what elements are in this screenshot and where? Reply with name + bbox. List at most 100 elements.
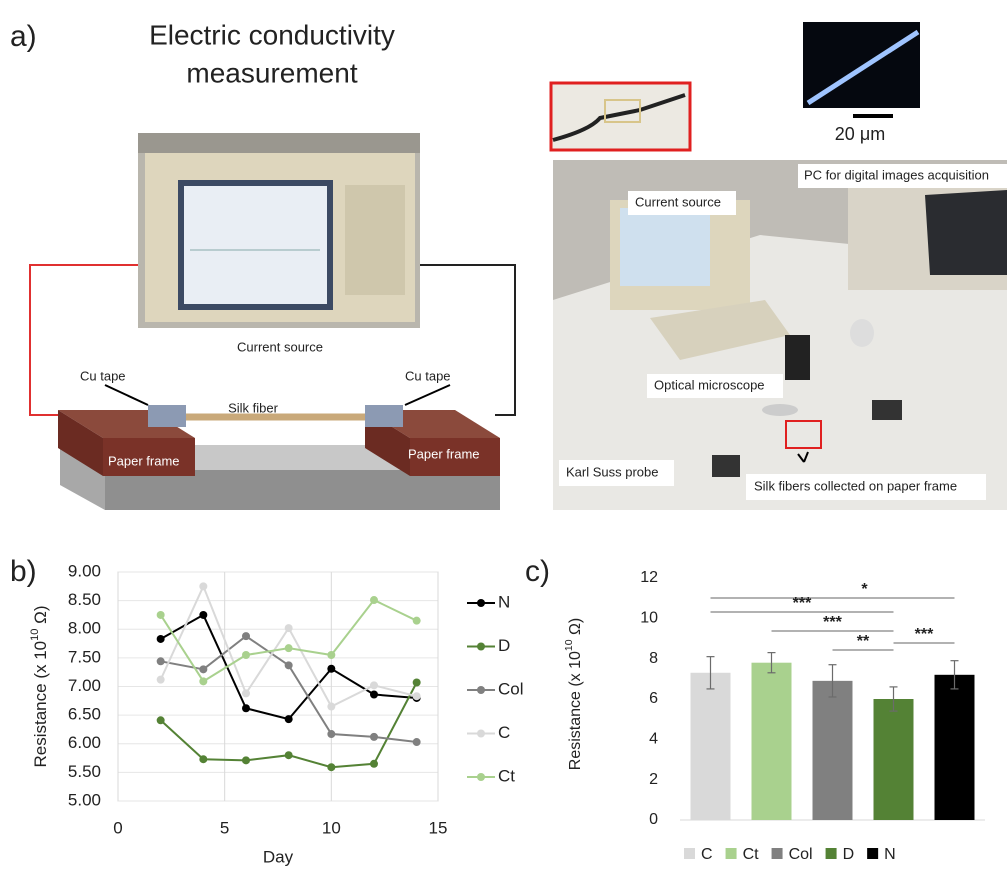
series-marker — [327, 730, 335, 738]
series-marker — [242, 756, 250, 764]
series-marker — [370, 681, 378, 689]
series-marker — [370, 596, 378, 604]
series-marker — [370, 733, 378, 741]
instrument-photo — [138, 133, 420, 328]
annotation: Cu tape — [80, 368, 126, 383]
y-tick-label: 8.50 — [68, 590, 101, 609]
y-tick-label: 2 — [649, 771, 658, 788]
panel-title: Electric conductivity — [149, 19, 395, 50]
micrograph — [803, 22, 920, 118]
y-tick-label: 6 — [649, 690, 658, 707]
significance-label: *** — [823, 614, 842, 631]
series-marker — [327, 703, 335, 711]
significance-label: *** — [915, 626, 934, 643]
bar — [691, 673, 731, 820]
panel-label: b) — [10, 555, 37, 588]
series-marker — [327, 665, 335, 673]
y-tick-label: 10 — [640, 610, 658, 627]
series-marker — [242, 689, 250, 697]
legend-swatch — [477, 643, 485, 651]
x-tick-label: 5 — [220, 818, 229, 837]
y-tick-label: 5.50 — [68, 762, 101, 781]
panel-title: measurement — [186, 57, 357, 88]
legend-label: D — [843, 846, 855, 863]
legend-swatch — [477, 686, 485, 694]
annotation: Paper frame — [408, 446, 480, 461]
bar — [813, 681, 853, 820]
y-axis-label-part: Ω) — [31, 605, 50, 628]
series-marker — [413, 738, 421, 746]
panel-label: c) — [525, 555, 550, 588]
y-tick-label: 8.00 — [68, 619, 101, 638]
series-marker — [285, 751, 293, 759]
significance-label: *** — [793, 595, 812, 612]
series-marker — [370, 760, 378, 768]
y-axis-label: Resistance (x 1010 Ω) — [29, 605, 51, 767]
y-axis-label-part: Ω) — [567, 618, 584, 640]
panel-label: a) — [10, 20, 37, 53]
superscript: 10 — [564, 639, 575, 651]
series-marker — [285, 644, 293, 652]
y-tick-label: 0 — [649, 811, 658, 828]
legend-swatch — [726, 848, 737, 859]
series-marker — [199, 582, 207, 590]
y-tick-label: 6.00 — [68, 733, 101, 752]
photo-label: Current source — [635, 194, 721, 209]
y-tick-label: 7.50 — [68, 647, 101, 666]
series-marker — [157, 676, 165, 684]
series-marker — [199, 755, 207, 763]
series-marker — [199, 611, 207, 619]
legend-label: Col — [498, 679, 524, 698]
series-marker — [242, 651, 250, 659]
photo-label: Silk fibers collected on paper frame — [754, 478, 957, 493]
y-axis-label: Resistance (x 1010 Ω) — [564, 618, 584, 770]
legend-swatch — [826, 848, 837, 859]
series-marker — [157, 635, 165, 643]
y-tick-label: 8 — [649, 650, 658, 667]
series-marker — [157, 611, 165, 619]
bar — [752, 663, 792, 820]
legend-label: N — [498, 592, 510, 611]
x-tick-label: 10 — [322, 818, 341, 837]
series-marker — [285, 715, 293, 723]
significance-label: * — [861, 581, 868, 598]
legend-label: D — [498, 636, 510, 655]
x-tick-label: 0 — [113, 818, 122, 837]
series-marker — [285, 624, 293, 632]
series-marker — [285, 661, 293, 669]
series-marker — [413, 678, 421, 686]
legend-label: N — [884, 846, 896, 863]
series-marker — [327, 651, 335, 659]
series-marker — [199, 665, 207, 673]
y-axis-label-part: Resistance (x 10 — [31, 641, 50, 768]
y-tick-label: 7.00 — [68, 676, 101, 695]
legend-label: Col — [789, 846, 813, 863]
photo-label: Karl Suss probe — [566, 464, 659, 479]
legend-swatch — [477, 599, 485, 607]
legend-swatch — [867, 848, 878, 859]
figure: a) Electric conductivity measurement Cur… — [0, 0, 1007, 869]
significance-label: ** — [857, 633, 870, 650]
series-marker — [242, 704, 250, 712]
legend-label: C — [498, 723, 510, 742]
legend-swatch — [477, 730, 485, 738]
inset-photo — [551, 83, 690, 150]
y-tick-label: 4 — [649, 731, 658, 748]
x-tick-label: 15 — [429, 818, 448, 837]
annotation: Paper frame — [108, 453, 180, 468]
x-axis-label: Day — [263, 847, 294, 866]
bar — [935, 675, 975, 820]
legend-swatch — [477, 773, 485, 781]
scale-bar-label: 20 μm — [835, 124, 885, 144]
series-marker — [413, 617, 421, 625]
y-tick-label: 9.00 — [68, 561, 101, 580]
legend-label: Ct — [743, 846, 760, 863]
lab-photo — [553, 160, 1007, 510]
legend-label: Ct — [498, 766, 515, 785]
series-marker — [157, 716, 165, 724]
series-marker — [199, 677, 207, 685]
bar — [874, 699, 914, 820]
legend-swatch — [684, 848, 695, 859]
y-tick-label: 6.50 — [68, 705, 101, 724]
series-marker — [327, 763, 335, 771]
